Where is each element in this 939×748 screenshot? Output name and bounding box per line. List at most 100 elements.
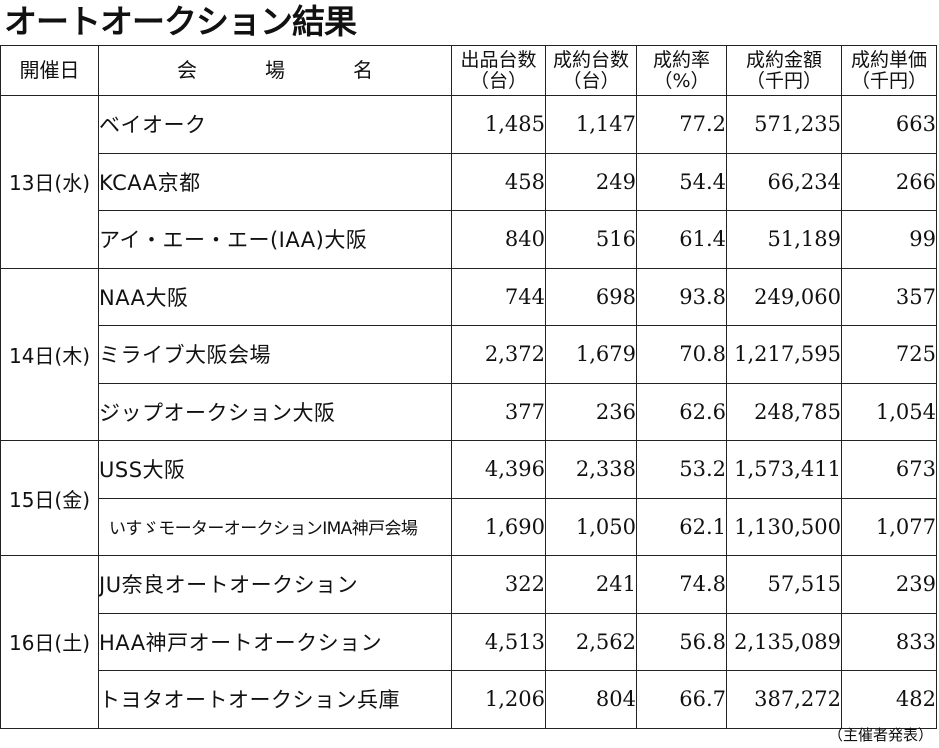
table-row: 15日(金) USS大阪 4,396 2,338 53.2 1,573,411 … xyxy=(0,440,937,556)
venue-cell: USS大阪 xyxy=(98,440,452,499)
venue-cell: KCAA京都 xyxy=(98,152,452,211)
listed-cell: 4,513 xyxy=(451,612,546,671)
rate-cell: 62.6 xyxy=(636,382,727,441)
table-row: いすゞモーターオークションIMA神戸会場 1,690 1,050 62.1 1,… xyxy=(1,497,937,556)
header-amount-unit: （千円） xyxy=(745,69,822,92)
unit-price-cell: 482 xyxy=(841,670,937,729)
unit-price-cell: 1,077 xyxy=(841,497,937,556)
listed-cell: 377 xyxy=(451,382,546,441)
amount-cell: 248,785 xyxy=(726,382,842,441)
venue-cell: ジップオークション大阪 xyxy=(98,382,452,441)
table-row: 13日(水) ベイオーク 1,485 1,147 77.2 571,235 66… xyxy=(0,95,937,269)
listed-cell: 840 xyxy=(451,210,546,269)
sold-cell: 241 xyxy=(545,555,637,614)
venue-cell: トヨタオートオークション兵庫 xyxy=(98,670,452,729)
venue-cell: いすゞモーターオークションIMA神戸会場 xyxy=(98,497,452,556)
header-venue-label: 会場名 xyxy=(177,58,373,82)
listed-cell: 744 xyxy=(451,267,546,326)
page-title: オートオークション結果 xyxy=(4,2,357,41)
header-sold-label: 成約台数 xyxy=(552,48,629,71)
listed-cell: 1,485 xyxy=(451,95,546,154)
header-venue: 会場名 xyxy=(98,45,452,96)
unit-price-cell: 663 xyxy=(841,95,937,154)
sold-cell: 804 xyxy=(545,670,637,729)
rate-cell: 56.8 xyxy=(636,612,727,671)
sold-cell: 1,050 xyxy=(545,497,637,556)
rate-cell: 74.8 xyxy=(636,555,727,614)
amount-cell: 571,235 xyxy=(726,95,842,154)
table-row: 14日(木) NAA大阪 744 698 93.8 249,060 357 xyxy=(0,267,937,441)
venue-cell: ベイオーク xyxy=(98,95,452,154)
unit-price-cell: 673 xyxy=(841,440,937,499)
header-amount-label: 成約金額 xyxy=(745,48,822,71)
table-row: ジップオークション大阪 377 236 62.6 248,785 1,054 xyxy=(1,382,937,441)
table-row: KCAA京都 458 249 54.4 66,234 266 xyxy=(1,152,937,211)
header-rate: 成約率 （%） xyxy=(636,45,727,96)
venue-cell: アイ・エー・エー(IAA)大阪 xyxy=(98,210,452,269)
header-amount: 成約金額 （千円） xyxy=(726,45,842,96)
sold-cell: 249 xyxy=(545,152,637,211)
sold-cell: 236 xyxy=(545,382,637,441)
amount-cell: 1,130,500 xyxy=(726,497,842,556)
header-rate-unit: （%） xyxy=(653,69,710,92)
header-listed: 出品台数 （台） xyxy=(451,45,546,96)
date-cell: 15日(金) xyxy=(0,440,99,556)
amount-cell: 57,515 xyxy=(726,555,842,614)
rate-cell: 54.4 xyxy=(636,152,727,211)
unit-price-cell: 239 xyxy=(841,555,937,614)
table-row: アイ・エー・エー(IAA)大阪 840 516 61.4 51,189 99 xyxy=(1,210,937,269)
header-rate-label: 成約率 xyxy=(652,48,710,71)
unit-price-cell: 1,054 xyxy=(841,382,937,441)
header-row: 開催日 会場名 出品台数 （台） 成約台数 （台） 成約率 （%） 成約金額 （千円） … xyxy=(0,45,937,96)
rate-cell: 66.7 xyxy=(636,670,727,729)
header-listed-label: 出品台数 xyxy=(460,48,537,71)
header-unit-price-unit: （千円） xyxy=(850,69,927,92)
unit-price-cell: 725 xyxy=(841,325,937,384)
header-date: 開催日 xyxy=(0,45,99,96)
source-note: （主催者発表） xyxy=(827,726,933,744)
venue-cell: ミライブ大阪会場 xyxy=(98,325,452,384)
header-listed-unit: （台） xyxy=(469,69,527,92)
sold-cell: 2,338 xyxy=(545,440,637,499)
sold-cell: 2,562 xyxy=(545,612,637,671)
sold-cell: 516 xyxy=(545,210,637,269)
listed-cell: 322 xyxy=(451,555,546,614)
header-sold-unit: （台） xyxy=(562,69,620,92)
sold-cell: 1,679 xyxy=(545,325,637,384)
header-unit-price-label: 成約単価 xyxy=(850,48,927,71)
listed-cell: 4,396 xyxy=(451,440,546,499)
rate-cell: 93.8 xyxy=(636,267,727,326)
venue-cell: NAA大阪 xyxy=(98,267,452,326)
table-row: 16日(土) JU奈良オートオークション 322 241 74.8 57,515… xyxy=(0,555,937,729)
table-row: ミライブ大阪会場 2,372 1,679 70.8 1,217,595 725 xyxy=(1,325,937,384)
table-body: 13日(水) ベイオーク 1,485 1,147 77.2 571,235 66… xyxy=(0,95,937,729)
table-row: HAA神戸オートオークション 4,513 2,562 56.8 2,135,08… xyxy=(1,612,937,671)
amount-cell: 66,234 xyxy=(726,152,842,211)
date-cell: 13日(水) xyxy=(0,95,99,269)
table-row: トヨタオートオークション兵庫 1,206 804 66.7 387,272 48… xyxy=(1,670,937,729)
listed-cell: 1,206 xyxy=(451,670,546,729)
rate-cell: 62.1 xyxy=(636,497,727,556)
amount-cell: 2,135,089 xyxy=(726,612,842,671)
listed-cell: 458 xyxy=(451,152,546,211)
amount-cell: 1,217,595 xyxy=(726,325,842,384)
unit-price-cell: 357 xyxy=(841,267,937,326)
unit-price-cell: 266 xyxy=(841,152,937,211)
header-sold: 成約台数 （台） xyxy=(545,45,637,96)
header-unit-price: 成約単価 （千円） xyxy=(841,45,937,96)
amount-cell: 387,272 xyxy=(726,670,842,729)
unit-price-cell: 833 xyxy=(841,612,937,671)
unit-price-cell: 99 xyxy=(841,210,937,269)
date-cell: 16日(土) xyxy=(0,555,99,729)
listed-cell: 1,690 xyxy=(451,497,546,556)
amount-cell: 1,573,411 xyxy=(726,440,842,499)
sold-cell: 698 xyxy=(545,267,637,326)
rate-cell: 77.2 xyxy=(636,95,727,154)
rate-cell: 70.8 xyxy=(636,325,727,384)
listed-cell: 2,372 xyxy=(451,325,546,384)
amount-cell: 51,189 xyxy=(726,210,842,269)
sold-cell: 1,147 xyxy=(545,95,637,154)
venue-cell: HAA神戸オートオークション xyxy=(98,612,452,671)
rate-cell: 61.4 xyxy=(636,210,727,269)
auction-results-table: 開催日 会場名 出品台数 （台） 成約台数 （台） 成約率 （%） 成約金額 （千円） … xyxy=(0,45,937,729)
